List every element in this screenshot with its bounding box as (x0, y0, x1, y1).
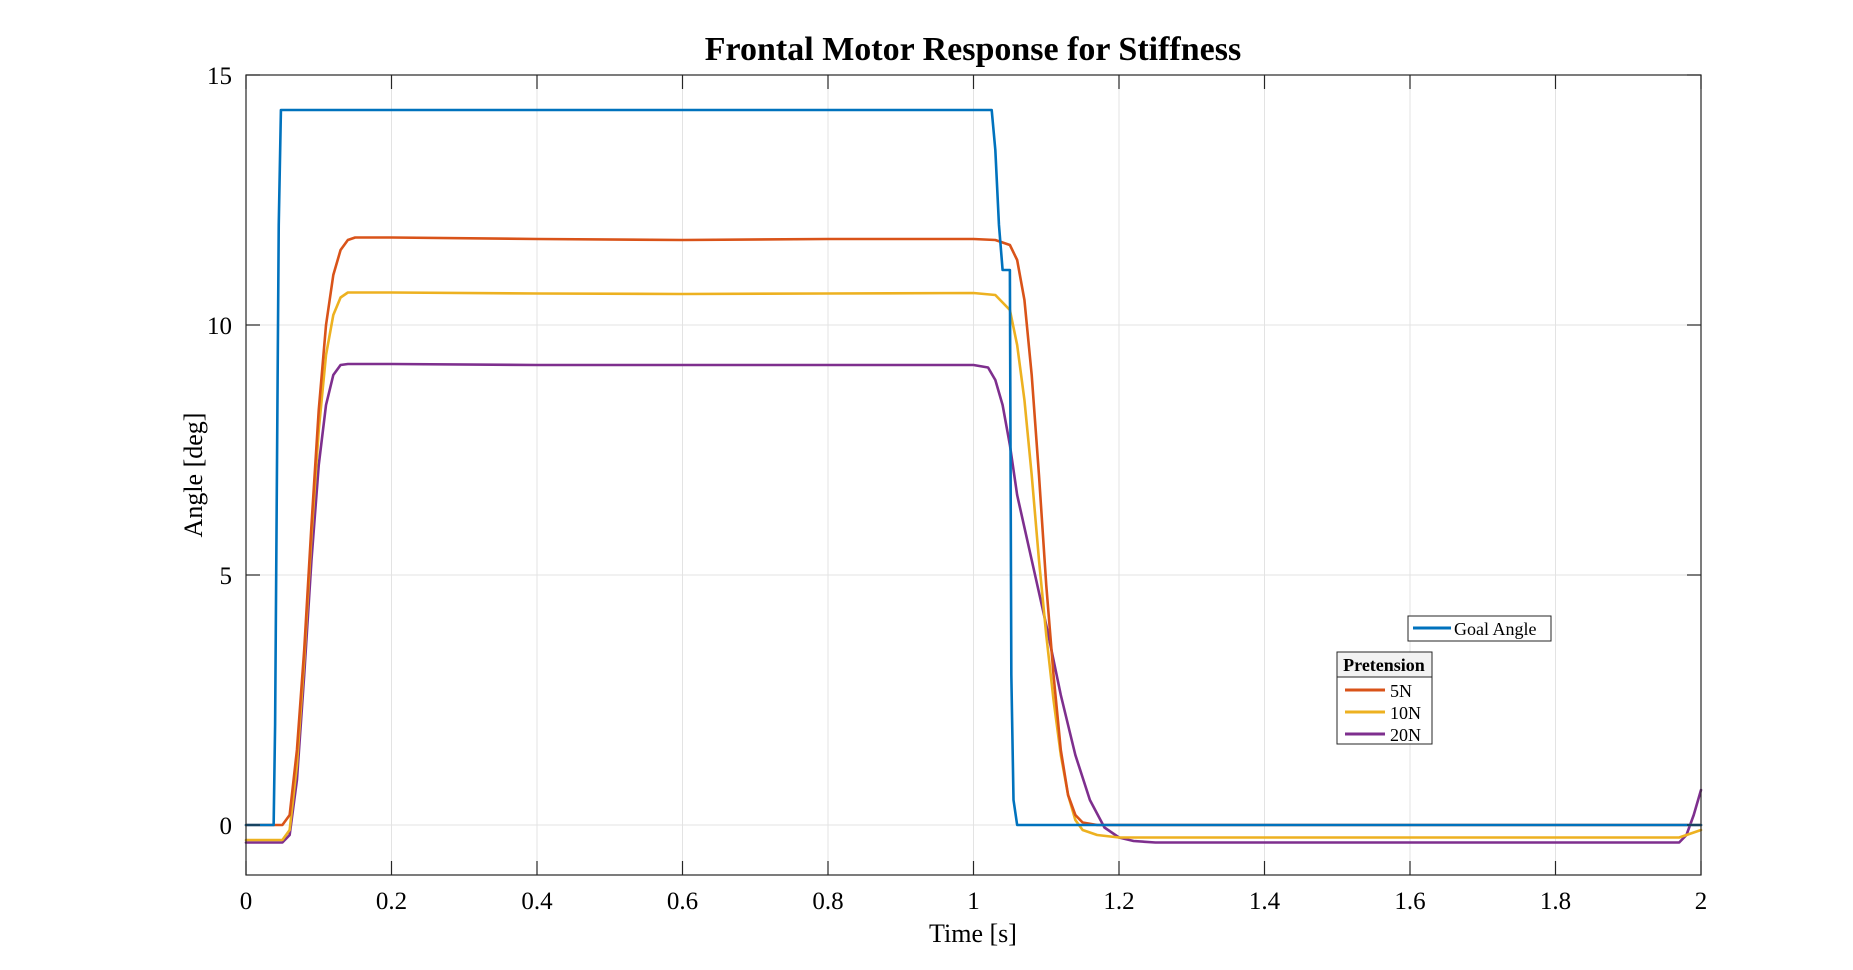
y-tick-label: 15 (207, 63, 232, 90)
ticks: 0 0.2 0.4 0.6 0.8 1 1.2 1.4 1.6 1.8 2 0 5 10 15 (207, 63, 1707, 915)
x-tick-label: 2 (1695, 888, 1708, 915)
y-tick-label: 5 (220, 563, 233, 590)
legend-goal: Goal Angle (1407, 615, 1552, 642)
x-tick-label: 0.8 (812, 888, 843, 915)
x-tick-label: 1.2 (1103, 888, 1134, 915)
series-layer (244, 108, 1703, 844)
x-tick-label: 1 (967, 888, 980, 915)
legend-goal-label: Goal Angle (1454, 619, 1537, 639)
legend-5n-label: 5N (1390, 681, 1412, 701)
y-tick-label: 0 (220, 813, 233, 840)
x-tick-label: 1.6 (1394, 888, 1425, 915)
x-tick-label: 0 (240, 888, 253, 915)
series-goal-angle-line (244, 108, 1703, 827)
x-tick-label: 0.6 (667, 888, 698, 915)
x-axis-title: Time [s] (929, 919, 1017, 948)
x-tick-label: 0.2 (376, 888, 407, 915)
x-tick-label: 1.4 (1249, 888, 1281, 915)
y-tick-label: 10 (207, 313, 232, 340)
y-axis-title: Angle [deg] (179, 413, 208, 538)
x-tick-label: 0.4 (521, 888, 553, 915)
x-tick-label: 1.8 (1540, 888, 1571, 915)
chart-title: Frontal Motor Response for Stiffness (705, 31, 1241, 68)
legend-20n-label: 20N (1390, 725, 1421, 745)
series-10n-line (244, 291, 1703, 842)
legend-pretension-title: Pretension (1343, 655, 1425, 675)
legend-pretension-header-bg (1336, 651, 1433, 678)
series-20n-line (244, 362, 1703, 844)
legend-pretension: Pretension 5N 10N 20N (1336, 651, 1433, 745)
legend-10n-label: 10N (1390, 703, 1421, 723)
